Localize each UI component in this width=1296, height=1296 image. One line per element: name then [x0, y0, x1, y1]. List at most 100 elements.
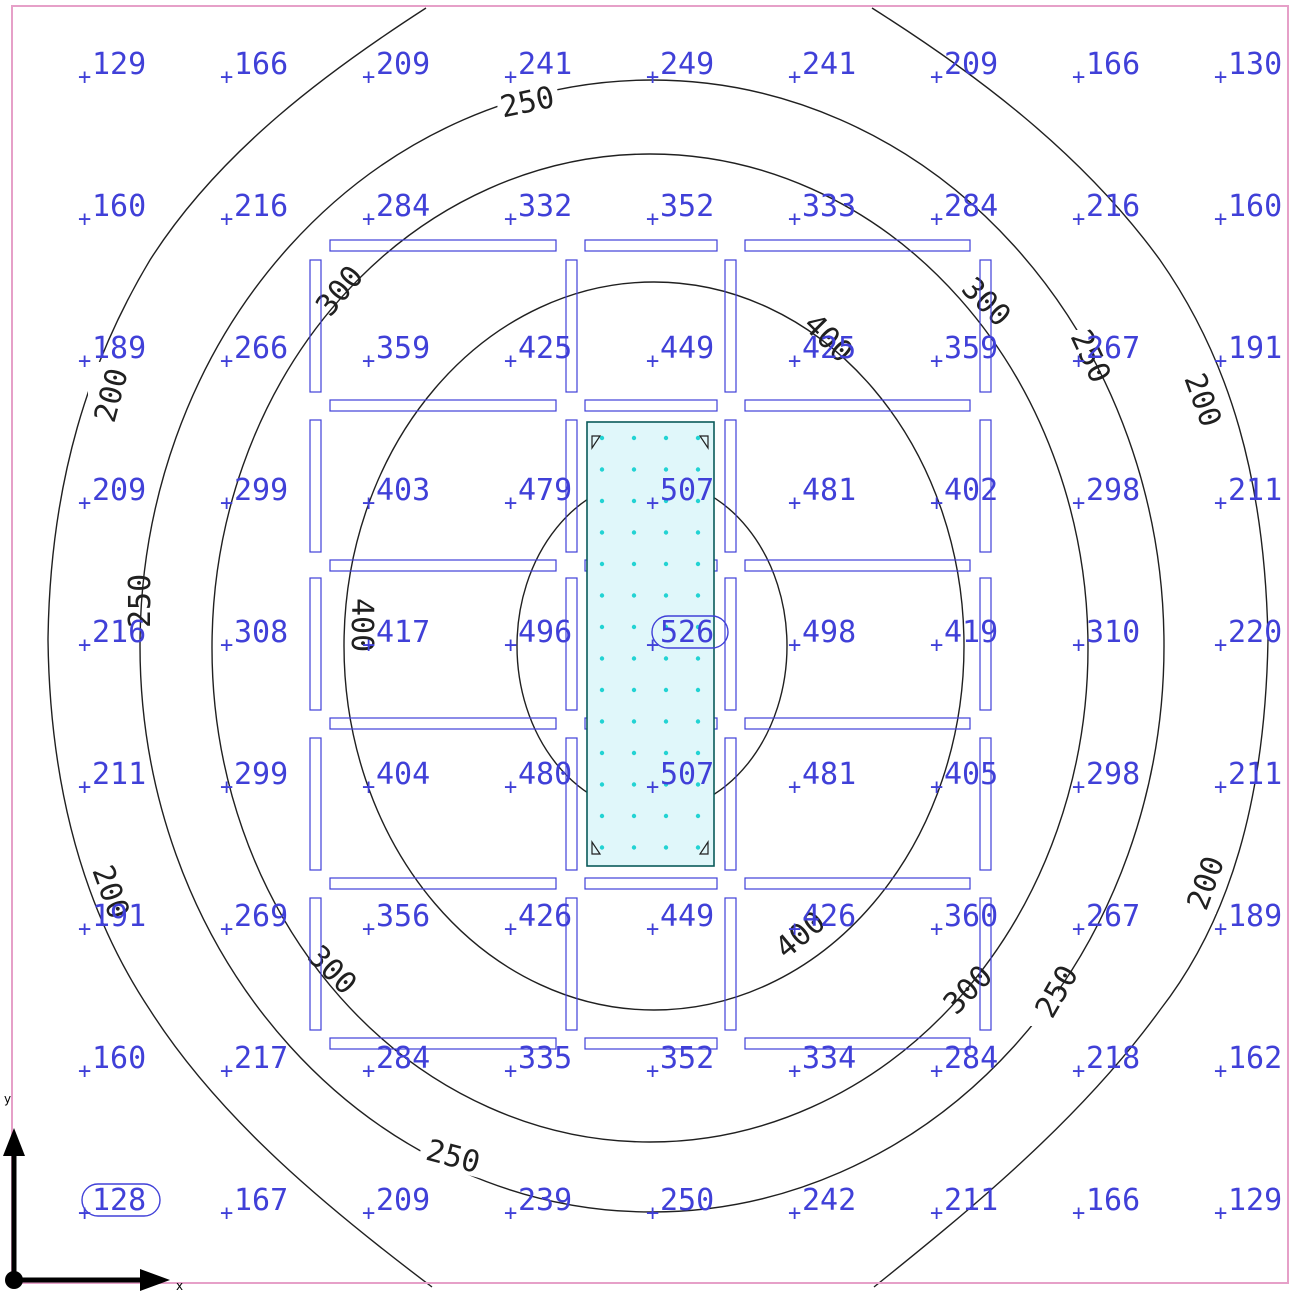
- measurement-point-marker: +: [504, 207, 517, 232]
- illuminance-value: 526: [660, 615, 714, 650]
- vertical-bar: [565, 737, 578, 871]
- fixture-dot: [599, 467, 605, 472]
- illuminance-value: 250: [660, 1183, 714, 1218]
- illuminance-value: 211: [944, 1183, 998, 1218]
- illuminance-value: 217: [234, 1041, 288, 1076]
- structure-bars: [309, 239, 992, 1050]
- measurement-point-marker: +: [504, 349, 517, 374]
- measurement-point-marker: +: [1072, 775, 1085, 800]
- illuminance-value: 242: [802, 1183, 856, 1218]
- illuminance-value: 332: [518, 189, 572, 224]
- vertical-bar: [724, 897, 737, 1031]
- fixture-dot: [695, 813, 701, 819]
- horizontal-bar: [584, 239, 718, 252]
- illuminance-value: 216: [234, 189, 288, 224]
- fixture-dot: [695, 750, 701, 756]
- measurement-point-marker: +: [504, 1201, 517, 1226]
- illuminance-value: 479: [518, 473, 572, 508]
- fixture-dot: [631, 435, 637, 441]
- measurement-point-marker: +: [78, 491, 91, 516]
- illuminance-value: 425: [518, 331, 572, 366]
- illuminance-value: 507: [660, 757, 714, 792]
- illuminance-value: 335: [518, 1041, 572, 1076]
- fixture-dot: [695, 561, 701, 567]
- vertical-bar: [724, 577, 737, 711]
- illuminance-value: 404: [376, 757, 430, 792]
- measurement-point-marker: +: [788, 917, 801, 942]
- measurement-point-marker: +: [1214, 633, 1227, 658]
- fixture-dot: [599, 530, 605, 535]
- vertical-bar: [565, 419, 578, 553]
- vertical-bar: [309, 737, 322, 871]
- illuminance-value: 129: [92, 47, 146, 82]
- fixture-dot: [695, 530, 701, 535]
- fixture-dot: [599, 624, 605, 630]
- measurement-point-marker: +: [1072, 65, 1085, 90]
- illuminance-value: 449: [660, 899, 714, 934]
- x-axis-label: x: [176, 1279, 183, 1293]
- measurement-point-marker: +: [788, 1201, 801, 1226]
- measurement-point-marker: +: [78, 65, 91, 90]
- horizontal-bar: [744, 399, 971, 412]
- illuminance-value: 359: [376, 331, 430, 366]
- measurement-point-marker: +: [78, 1201, 91, 1226]
- measurement-point-marker: +: [220, 633, 233, 658]
- fixture-dot: [599, 656, 605, 661]
- illuminance-value: 209: [92, 473, 146, 508]
- contour-250: [139, 79, 1165, 1213]
- fixture-dot: [599, 561, 605, 567]
- vertical-bar: [309, 419, 322, 553]
- illuminance-value: 162: [1228, 1041, 1282, 1076]
- horizontal-bar: [744, 877, 971, 890]
- illuminance-value: 299: [234, 473, 288, 508]
- measurement-point-marker: +: [504, 491, 517, 516]
- measurement-point-marker: +: [930, 917, 943, 942]
- measurement-point-marker: +: [78, 775, 91, 800]
- fixture-dot: [599, 750, 605, 756]
- fixture-dot: [663, 845, 669, 850]
- fixture-dot: [631, 687, 637, 693]
- illuminance-value: 308: [234, 615, 288, 650]
- illuminance-value: 284: [944, 189, 998, 224]
- vertical-bar: [979, 259, 992, 393]
- measurement-point-marker: +: [362, 775, 375, 800]
- measurement-point-marker: +: [78, 349, 91, 374]
- horizontal-bar: [744, 559, 971, 572]
- illuminance-value: 130: [1228, 47, 1282, 82]
- measurement-point-marker: +: [646, 775, 659, 800]
- illuminance-value: 218: [1086, 1041, 1140, 1076]
- measurement-point-marker: +: [362, 207, 375, 232]
- measurement-point-marker: +: [504, 65, 517, 90]
- illuminance-value: 419: [944, 615, 998, 650]
- fixture-dot: [663, 813, 669, 819]
- horizontal-bar: [584, 1037, 718, 1050]
- measurement-point-marker: +: [1214, 65, 1227, 90]
- measurement-point-marker: +: [930, 775, 943, 800]
- measurement-point-marker: +: [930, 349, 943, 374]
- fixture-dot: [631, 813, 637, 819]
- illuminance-value: 352: [660, 1041, 714, 1076]
- fixture-dot: [599, 782, 605, 787]
- measurement-point-marker: +: [788, 633, 801, 658]
- fixture-dot: [631, 498, 637, 504]
- contour-label-300-left-upper: 300: [309, 259, 371, 323]
- measurement-point-marker: +: [220, 775, 233, 800]
- illuminance-value: 481: [802, 473, 856, 508]
- illuminance-value: 267: [1086, 899, 1140, 934]
- measurement-point-marker: +: [646, 491, 659, 516]
- measurement-point-marker: +: [930, 1059, 943, 1084]
- measurement-point-marker: +: [1072, 633, 1085, 658]
- vertical-bar: [309, 259, 322, 393]
- measurement-point-marker: +: [930, 633, 943, 658]
- fixture-dot: [631, 845, 637, 850]
- max-value-highlight: [651, 615, 729, 649]
- fixture-dot: [695, 498, 701, 504]
- fixture-dot: [663, 593, 669, 598]
- fixture-dot: [663, 435, 669, 441]
- measurement-point-marker: +: [362, 633, 375, 658]
- measurement-point-marker: +: [646, 65, 659, 90]
- illuminance-value: 241: [518, 47, 572, 82]
- illuminance-value: 209: [376, 47, 430, 82]
- measurement-point-marker: +: [1214, 349, 1227, 374]
- illuminance-value: 166: [1086, 47, 1140, 82]
